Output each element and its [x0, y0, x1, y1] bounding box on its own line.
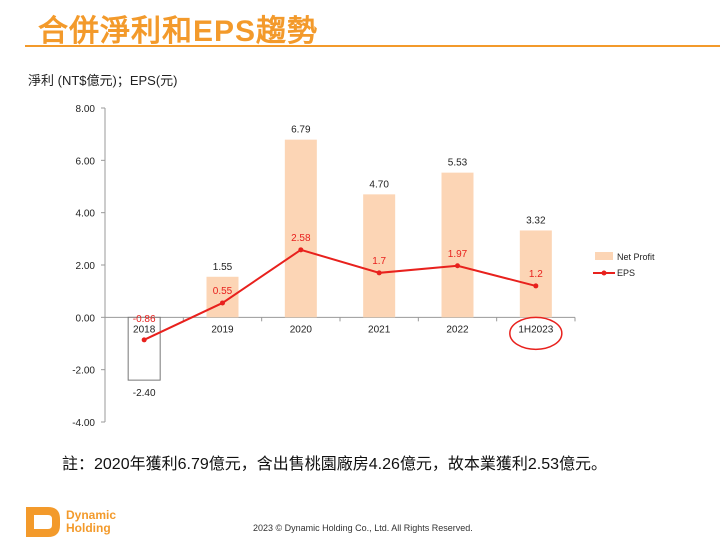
- x-tick-label: 2018: [133, 324, 156, 335]
- y-tick-label: -2.00: [72, 366, 95, 377]
- bar-net-profit: [363, 194, 396, 318]
- logo-text-line-2: Holding: [66, 521, 111, 535]
- eps-point: [376, 270, 382, 276]
- y-tick-label: 8.00: [76, 104, 96, 115]
- eps-line: [143, 248, 537, 341]
- y-tick-label: 2.00: [76, 261, 96, 272]
- eps-point: [455, 263, 460, 269]
- eps-data-label: -0.86: [133, 314, 156, 325]
- x-tick-label: 2022: [446, 324, 469, 335]
- x-tick-label: 2020: [290, 324, 313, 335]
- logo-text: Dynamic Holding: [66, 509, 116, 535]
- bar-data-label: 3.32: [526, 215, 546, 226]
- bar-net-profit: [441, 172, 474, 318]
- bar-net-profit: [519, 230, 552, 318]
- eps-data-label: 0.55: [213, 286, 233, 297]
- legend-label-eps: EPS: [617, 268, 635, 278]
- page-title: 合併淨利和EPS趨勢: [38, 15, 319, 48]
- title-divider: [25, 45, 720, 47]
- eps-point: [141, 337, 147, 343]
- bar-net-profit: [284, 139, 317, 318]
- legend-marker-eps: [601, 270, 607, 276]
- eps-point: [533, 283, 539, 289]
- highlight-circle: [509, 316, 563, 351]
- bar-net-profit: [127, 316, 161, 381]
- bar-data-label: 5.53: [448, 158, 468, 169]
- legend-label-net-profit: Net Profit: [617, 252, 655, 262]
- eps-data-label: 1.97: [448, 249, 468, 260]
- eps-point: [220, 300, 225, 306]
- y-tick-label: 4.00: [76, 209, 96, 220]
- x-tick-label: 2019: [211, 324, 234, 335]
- dynamic-holding-logo: [26, 507, 60, 537]
- logo-text-line-1: Dynamic: [66, 508, 117, 522]
- x-tick-label: 1H2023: [518, 324, 553, 335]
- y-tick-label: -4.00: [72, 418, 95, 429]
- eps-data-label: 1.2: [529, 269, 543, 280]
- bar-data-label: -2.40: [133, 388, 156, 399]
- copyright: 2023 © Dynamic Holding Co., Ltd. All Rig…: [253, 523, 473, 533]
- unit-label: 淨利 (NT$億元)；EPS(元): [28, 73, 178, 88]
- y-tick-label: 6.00: [76, 156, 96, 167]
- legend-swatch-net-profit: [595, 252, 613, 260]
- footnote: 註：2020年獲利6.79億元，含出售桃園廠房4.26億元，故本業獲利2.53億…: [62, 456, 608, 473]
- bar-net-profit: [206, 276, 239, 318]
- eps-data-label: 1.7: [372, 256, 386, 267]
- eps-data-label: 2.58: [291, 233, 311, 244]
- bar-data-label: 6.79: [291, 125, 311, 136]
- x-tick-label: 2021: [368, 324, 391, 335]
- bar-data-label: 1.55: [213, 262, 233, 273]
- eps-point: [298, 247, 304, 253]
- bar-data-label: 4.70: [369, 179, 389, 190]
- y-tick-label: 0.00: [76, 313, 96, 324]
